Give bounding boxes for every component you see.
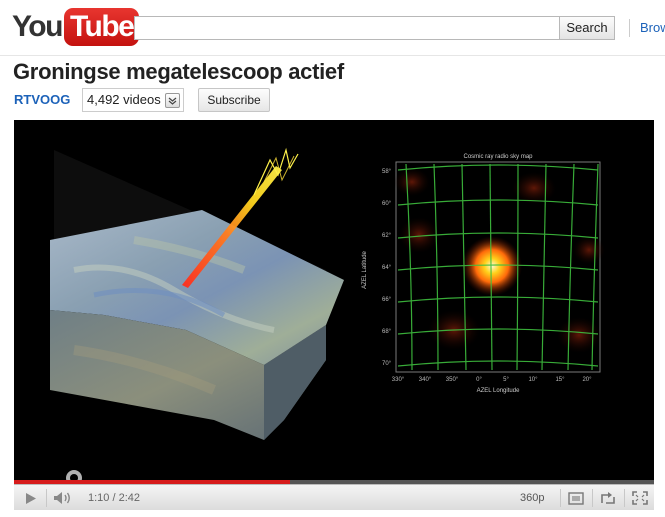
video-count-text: 4,492 videos	[87, 92, 161, 107]
control-separator	[624, 489, 625, 507]
sky-map-x-tick: 15°	[555, 377, 565, 383]
progress-bar[interactable]	[14, 480, 654, 484]
channel-video-count: 4,492 videos	[82, 88, 184, 112]
sky-map-y-tick: 70°	[382, 361, 392, 367]
search-input[interactable]	[134, 16, 560, 40]
fullscreen-icon[interactable]	[627, 485, 653, 510]
player-controls: 1:10 / 2:42 360p	[14, 484, 654, 510]
logo-tube-text: Tube	[63, 8, 140, 46]
sky-map-x-tick: 350°	[446, 377, 459, 383]
control-separator	[46, 489, 47, 507]
header-divider	[629, 19, 630, 37]
sky-map-x-tick: 340°	[419, 377, 432, 383]
youtube-logo[interactable]: You Tube	[12, 8, 140, 46]
control-separator	[592, 489, 593, 507]
search-button[interactable]: Search	[559, 16, 615, 40]
video-player[interactable]: Cosmic ray radio sky map AZEL Latitude A…	[14, 120, 654, 510]
header-divider-line	[0, 55, 665, 56]
sky-map-y-tick: 58°	[382, 169, 392, 175]
logo-you-text: You	[12, 10, 63, 43]
quality-button[interactable]: 360p	[520, 492, 545, 504]
window-icon[interactable]	[564, 485, 588, 510]
sky-map-x-tick: 20°	[582, 377, 592, 383]
sky-map-x-label: AZEL Longitude	[477, 388, 520, 394]
play-icon[interactable]	[18, 485, 44, 510]
sky-map-x-tick: 330°	[392, 377, 405, 383]
progress-fill	[14, 480, 291, 484]
sky-map-title: Cosmic ray radio sky map	[463, 154, 533, 160]
sky-map-y-label: AZEL Latitude	[362, 250, 368, 288]
chevron-down-icon[interactable]	[164, 92, 180, 108]
sky-map-x-tick: 10°	[528, 377, 538, 383]
sky-map-y-tick: 68°	[382, 329, 392, 335]
channel-link[interactable]: RTVOOG	[14, 92, 71, 107]
sky-map-x-tick: 0°	[476, 377, 482, 383]
cosmic-ray-beam	[182, 147, 299, 288]
sky-map-y-tick: 66°	[382, 297, 392, 303]
control-separator	[560, 489, 561, 507]
volume-icon[interactable]	[50, 485, 76, 510]
popout-icon[interactable]	[596, 485, 620, 510]
terrain-block	[50, 150, 344, 440]
sky-map-y-tick: 64°	[382, 265, 392, 271]
sky-map-panel	[394, 161, 605, 373]
sky-map-x-tick: 5°	[503, 377, 509, 383]
sky-map-y-tick: 60°	[382, 201, 392, 207]
broadcaster-logo-icon	[66, 470, 82, 480]
video-frame[interactable]: Cosmic ray radio sky map AZEL Latitude A…	[14, 120, 654, 480]
video-title: Groningse megatelescoop actief	[13, 59, 344, 84]
masthead: You Tube Search Browse	[0, 0, 665, 56]
browse-link[interactable]: Browse	[640, 20, 665, 35]
sky-map-y-tick: 62°	[382, 233, 392, 239]
time-display: 1:10 / 2:42	[88, 492, 140, 504]
subscribe-button[interactable]: Subscribe	[198, 88, 270, 112]
